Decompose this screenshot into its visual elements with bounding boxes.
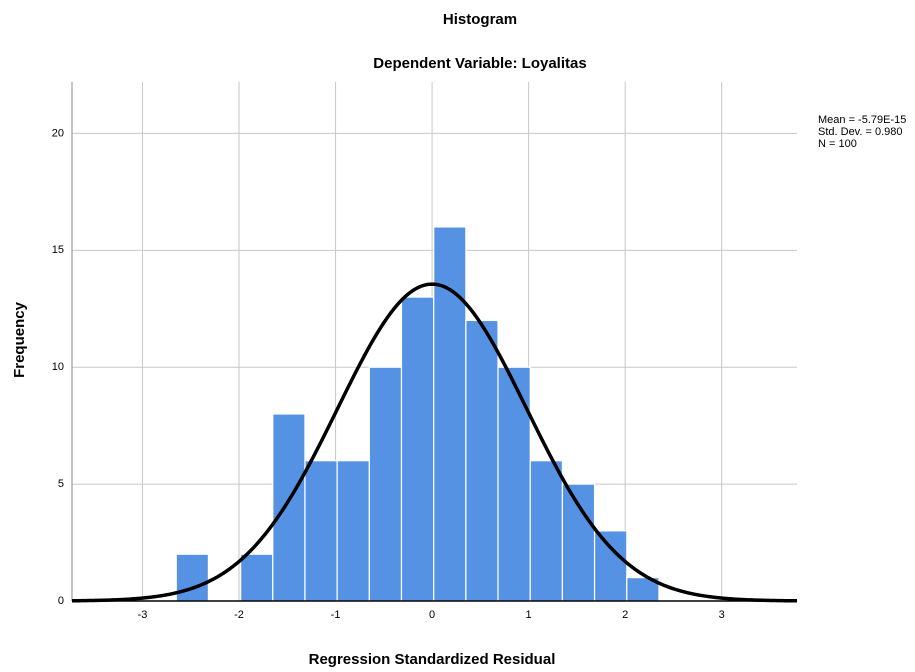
y-tick-label: 5 [58,478,64,490]
x-tick-label: 3 [719,609,725,621]
bar [465,319,499,602]
x-tick-label: -1 [331,609,341,621]
bar [433,226,467,602]
bar [336,460,370,602]
stats-label: N = 100 [818,138,857,150]
x-tick-label: 1 [526,609,532,621]
y-tick-label: 10 [52,361,64,373]
x-axis-title: Regression Standardized Residual [309,651,556,668]
stats-label: Std. Dev. = 0.980 [818,126,903,138]
bar [400,296,435,602]
x-tick-label: -3 [138,609,148,621]
chart-title: Histogram [443,11,517,28]
bar [593,530,628,602]
bar [529,460,564,602]
chart-subtitle: Dependent Variable: Loyalitas [373,55,586,72]
normal-curve [71,282,798,603]
x-tick-label: 0 [429,609,435,621]
bar [272,413,306,602]
bar [304,460,338,602]
stats-label: Mean = -5.79E-15 [818,114,906,126]
bar [561,483,596,602]
y-tick-label: 20 [52,127,64,139]
y-axis-title: Frequency [11,301,28,378]
x-tick-label: -2 [234,609,244,621]
x-tick-label: 2 [622,609,628,621]
bar [240,553,274,602]
bar [368,366,403,602]
bar [175,553,210,602]
y-tick-label: 15 [52,244,64,256]
y-tick-label: 0 [58,595,64,607]
